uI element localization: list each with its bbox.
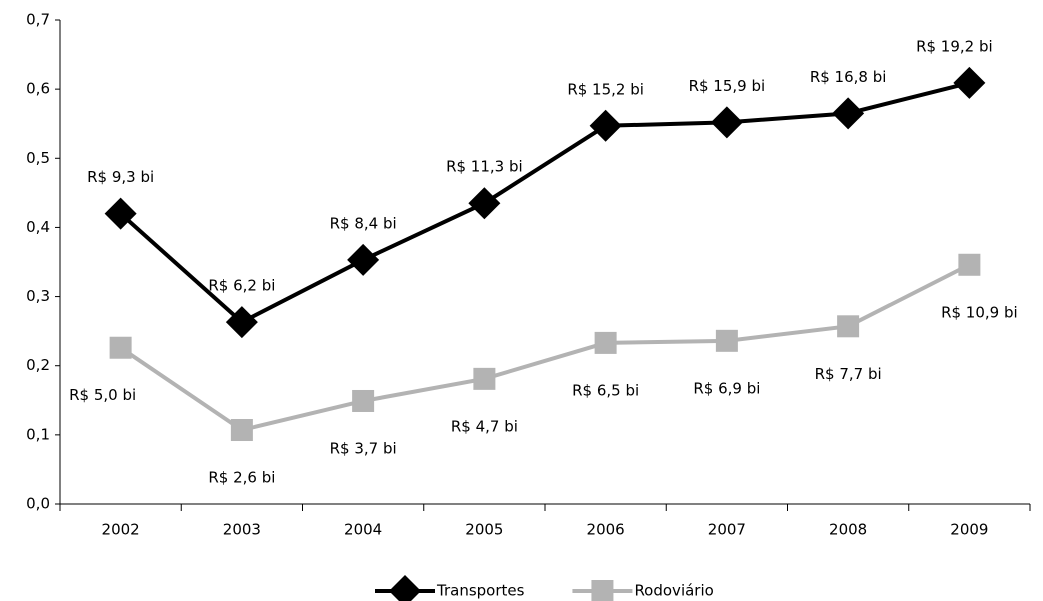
data-label: R$ 15,9 bi xyxy=(689,77,766,95)
y-tick-label: 0,7 xyxy=(26,11,50,29)
marker xyxy=(473,367,496,390)
x-tick-label: 2009 xyxy=(950,521,988,539)
marker xyxy=(958,253,981,276)
legend-label: Transportes xyxy=(436,582,525,600)
marker xyxy=(953,66,986,99)
x-tick-label: 2008 xyxy=(829,521,867,539)
marker xyxy=(225,306,258,339)
y-tick-label: 0,1 xyxy=(26,425,50,443)
data-label: R$ 9,3 bi xyxy=(87,168,154,186)
y-tick-label: 0,0 xyxy=(26,495,50,513)
y-tick-label: 0,4 xyxy=(26,218,50,236)
marker xyxy=(832,97,865,130)
data-label: R$ 6,5 bi xyxy=(572,381,639,399)
y-tick-label: 0,3 xyxy=(26,287,50,305)
marker xyxy=(104,197,137,230)
x-tick-label: 2003 xyxy=(223,521,261,539)
series-line xyxy=(119,262,971,433)
marker xyxy=(347,243,380,276)
marker xyxy=(468,187,501,220)
marker xyxy=(837,315,860,338)
y-tick-label: 0,5 xyxy=(26,149,50,167)
data-label: R$ 10,9 bi xyxy=(941,303,1018,321)
data-label: R$ 15,2 bi xyxy=(567,80,644,98)
series-line xyxy=(119,80,970,325)
data-label: R$ 6,9 bi xyxy=(693,379,760,397)
x-tick-label: 2007 xyxy=(708,521,746,539)
data-label: R$ 6,2 bi xyxy=(208,277,275,295)
marker xyxy=(352,389,375,412)
data-label: R$ 2,6 bi xyxy=(208,469,275,487)
data-label: R$ 5,0 bi xyxy=(69,386,136,404)
marker xyxy=(589,109,622,142)
marker xyxy=(230,419,253,442)
x-tick-label: 2006 xyxy=(587,521,625,539)
x-tick-label: 2005 xyxy=(465,521,503,539)
data-label: R$ 7,7 bi xyxy=(815,365,882,383)
data-label: R$ 4,7 bi xyxy=(451,417,518,435)
marker xyxy=(710,106,743,139)
x-tick-label: 2002 xyxy=(102,521,140,539)
marker xyxy=(594,331,617,354)
y-tick-label: 0,6 xyxy=(26,80,50,98)
x-tick-label: 2004 xyxy=(344,521,382,539)
data-label: R$ 19,2 bi xyxy=(916,37,993,55)
legend-marker xyxy=(389,575,421,601)
marker xyxy=(109,336,132,359)
data-label: R$ 8,4 bi xyxy=(330,214,397,232)
marker xyxy=(715,329,738,352)
y-tick-label: 0,2 xyxy=(26,356,50,374)
data-label: R$ 3,7 bi xyxy=(330,439,397,457)
data-label: R$ 11,3 bi xyxy=(446,158,523,176)
data-label: R$ 16,8 bi xyxy=(810,68,887,86)
legend-marker xyxy=(591,580,614,601)
legend-label: Rodoviário xyxy=(634,582,713,600)
